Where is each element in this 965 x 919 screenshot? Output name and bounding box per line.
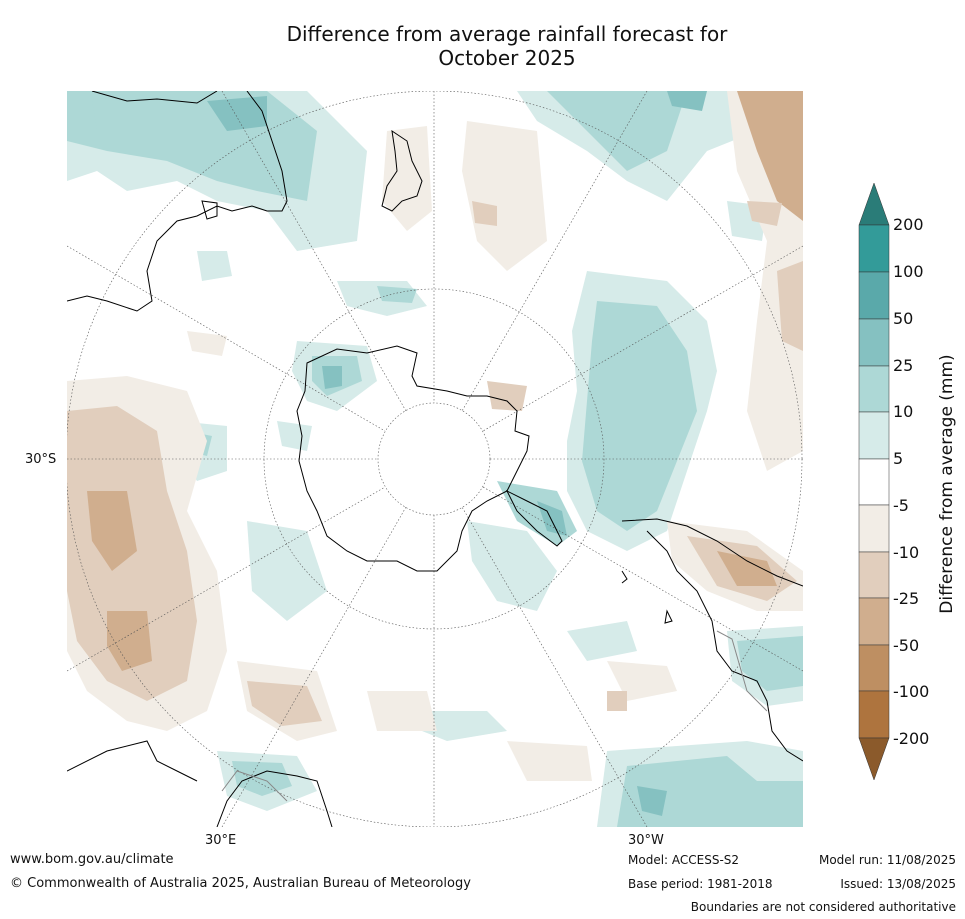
graticule [67,91,803,827]
colorbar-tick: -50 [893,636,920,655]
colorbar [858,183,890,781]
colorbar-title: Difference from average (mm) [937,354,957,614]
colorbar-tick: -200 [893,729,930,748]
lon-label-30w: 30°W [628,833,664,848]
colorbar-tick: -10 [893,543,920,562]
lat-label-30s: 30°S [25,452,57,467]
colorbar-tick: 5 [893,449,904,468]
colorbar-tick: 25 [893,356,914,375]
antarctic-peninsula [505,489,563,547]
lon-label-30e: 30°E [205,833,237,848]
website-link[interactable]: www.bom.gov.au/climate [10,852,174,867]
model-text: Model: ACCESS-S2 [628,853,740,867]
disclaimer-text: Boundaries are not considered authoritat… [690,900,956,914]
colorbar-tick: 200 [893,215,924,234]
rainfall-anomaly-map [67,91,803,827]
map-canvas [67,91,803,827]
colorbar-tick: 100 [893,262,924,281]
title-line-2: October 2025 [438,46,576,70]
antarctica-coast [296,345,530,572]
colorbar-tick: 50 [893,309,914,328]
copyright-text: © Commonwealth of Australia 2025, Austra… [10,876,471,891]
base-period-text: Base period: 1981-2018 [628,877,773,891]
wet-anomaly-regions [67,91,803,827]
colorbar-tick: -25 [893,589,920,608]
model-run-text: Model run: 11/08/2025 [818,853,956,867]
title-line-1: Difference from average rainfall forecas… [286,22,728,46]
chart-title: Difference from average rainfall forecas… [0,22,965,70]
colorbar-tick: -100 [893,682,930,701]
coastlines [67,91,803,827]
tasmania-coast [201,200,218,220]
dry-anomaly-regions [67,91,803,781]
colorbar-tick: 10 [893,402,914,421]
colorbar-tick: -5 [893,496,909,515]
africa-coast [67,740,333,827]
south-america-coast [621,518,803,762]
new-zealand-coast [381,129,423,212]
issued-text: Issued: 13/08/2025 [840,877,956,891]
